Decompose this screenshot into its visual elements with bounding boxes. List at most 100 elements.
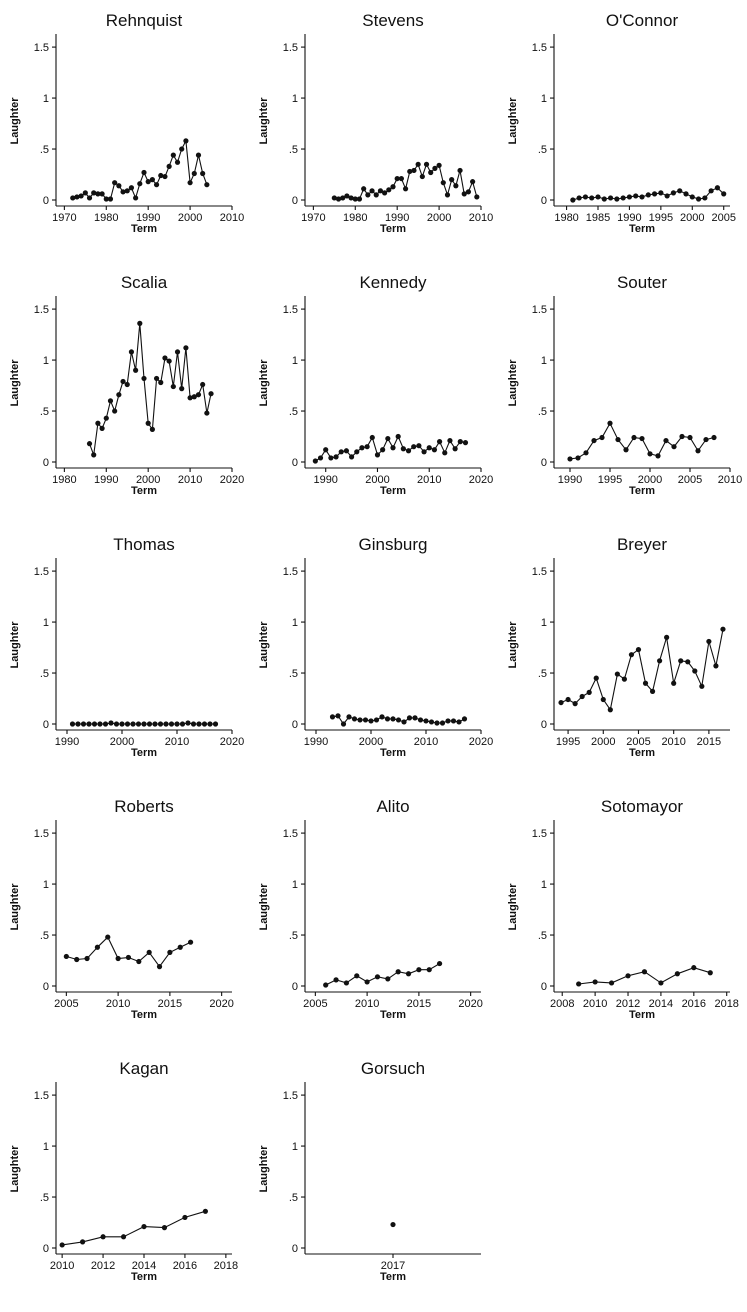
- y-tick-label: 1: [43, 355, 49, 367]
- data-point: [614, 671, 620, 677]
- data-point: [174, 721, 180, 727]
- data-point: [432, 165, 438, 171]
- x-tick-label: 1995: [556, 736, 580, 748]
- chart-panel: Breyer 0 .5 1 1.5 1995 2000 2005 2010 2015 Term Lau…: [498, 526, 747, 788]
- x-tick-label: 1995: [649, 212, 673, 224]
- x-axis-label: Term: [380, 1271, 406, 1283]
- data-point: [340, 721, 347, 727]
- data-point: [200, 170, 206, 177]
- chart-panel: Ginsburg 0 .5 1 1.5 1990 2000 2010 2020 Term Laugh…: [249, 526, 498, 788]
- data-point: [655, 453, 661, 459]
- data-point: [691, 965, 697, 971]
- y-tick-label: 1: [292, 355, 298, 367]
- chart-title: Scalia: [121, 273, 168, 292]
- data-point: [628, 652, 635, 658]
- chart-title: Kennedy: [359, 273, 427, 292]
- chart-title: Souter: [617, 273, 667, 292]
- data-point: [639, 194, 645, 200]
- x-tick-label: 2014: [132, 1260, 156, 1272]
- y-tick-label: 0: [43, 457, 49, 469]
- data-point: [436, 162, 442, 168]
- x-tick-label: 1980: [94, 212, 118, 224]
- y-axis-label: Laughter: [507, 359, 519, 407]
- data-point: [699, 683, 705, 689]
- data-point: [82, 190, 88, 196]
- data-point: [374, 974, 381, 980]
- data-point: [390, 445, 396, 451]
- y-tick-label: 1.5: [283, 1090, 298, 1102]
- data-point: [174, 349, 181, 355]
- data-point: [177, 944, 183, 950]
- y-tick-label: .5: [40, 668, 49, 680]
- data-point: [461, 191, 467, 197]
- chart-title: Gorsuch: [361, 1059, 425, 1078]
- y-tick-label: 1: [292, 617, 298, 629]
- x-tick-label: 1980: [343, 212, 367, 224]
- data-point: [411, 444, 417, 450]
- chart-panel: Rehnquist 0 .5 1 1.5 1970 1980 1990 2000 2010 Term…: [0, 2, 249, 264]
- y-tick-label: 1.5: [283, 304, 298, 316]
- data-point: [170, 383, 176, 390]
- data-point: [120, 189, 126, 195]
- data-point: [412, 715, 418, 721]
- chart-title: Sotomayor: [601, 797, 684, 816]
- data-point: [411, 167, 417, 174]
- data-point: [163, 721, 169, 727]
- data-point: [658, 980, 664, 986]
- chart-panel: O'Connor 0 .5 1 1.5 1980 1985 1990 1995 2000 2005 T…: [498, 2, 747, 264]
- data-point: [136, 958, 142, 965]
- y-tick-label: 1: [43, 1141, 49, 1153]
- data-point: [328, 455, 334, 461]
- data-point: [80, 1239, 86, 1245]
- chart-title: Ginsburg: [359, 535, 428, 554]
- chart-svg: Sotomayor 0 .5 1 1.5 2008 2010 2012 2014 2016 2018…: [507, 797, 739, 1021]
- data-point: [113, 721, 120, 727]
- data-point: [204, 182, 210, 188]
- data-point: [128, 185, 135, 191]
- data-point: [671, 680, 677, 686]
- y-tick-label: 0: [292, 1243, 298, 1255]
- data-point: [386, 187, 392, 193]
- data-point: [401, 719, 407, 725]
- series-line: [325, 963, 440, 986]
- data-point: [641, 969, 648, 975]
- x-tick-label: 2005: [711, 212, 735, 224]
- data-point: [614, 196, 620, 202]
- data-point: [431, 447, 438, 453]
- data-point: [461, 716, 468, 722]
- y-tick-label: 1: [43, 617, 49, 629]
- chart-title: Kagan: [119, 1059, 168, 1078]
- x-tick-label: 2008: [550, 998, 574, 1010]
- x-tick-label: 1970: [301, 212, 325, 224]
- data-point: [179, 386, 185, 392]
- data-point: [170, 152, 176, 158]
- y-tick-label: 1: [292, 93, 298, 105]
- data-point: [631, 434, 637, 441]
- chart-title: Rehnquist: [106, 11, 183, 30]
- series-line: [334, 162, 478, 200]
- series-line: [560, 629, 724, 712]
- data-point: [635, 646, 642, 653]
- y-axis-label: Laughter: [258, 1145, 270, 1193]
- data-point: [208, 391, 214, 397]
- data-point: [711, 434, 717, 441]
- x-axis-label: Term: [380, 747, 406, 759]
- y-axis-label: Laughter: [9, 359, 21, 407]
- data-point: [153, 182, 160, 188]
- data-point: [470, 179, 476, 185]
- data-point: [323, 447, 329, 453]
- y-tick-label: 1.5: [34, 304, 49, 316]
- data-point: [428, 719, 435, 725]
- data-point: [395, 717, 402, 723]
- y-tick-label: 1.5: [283, 42, 298, 54]
- data-point: [589, 195, 595, 201]
- x-axis-label: Term: [380, 485, 406, 497]
- data-point: [369, 188, 375, 194]
- data-point: [570, 197, 576, 203]
- data-point: [187, 395, 193, 401]
- data-point: [191, 170, 197, 177]
- data-point: [651, 191, 658, 197]
- data-point: [162, 355, 168, 361]
- data-point: [714, 185, 721, 191]
- chart-panel: Kennedy 0 .5 1 1.5 1990 2000 2010 2020 Term Laught…: [249, 264, 498, 526]
